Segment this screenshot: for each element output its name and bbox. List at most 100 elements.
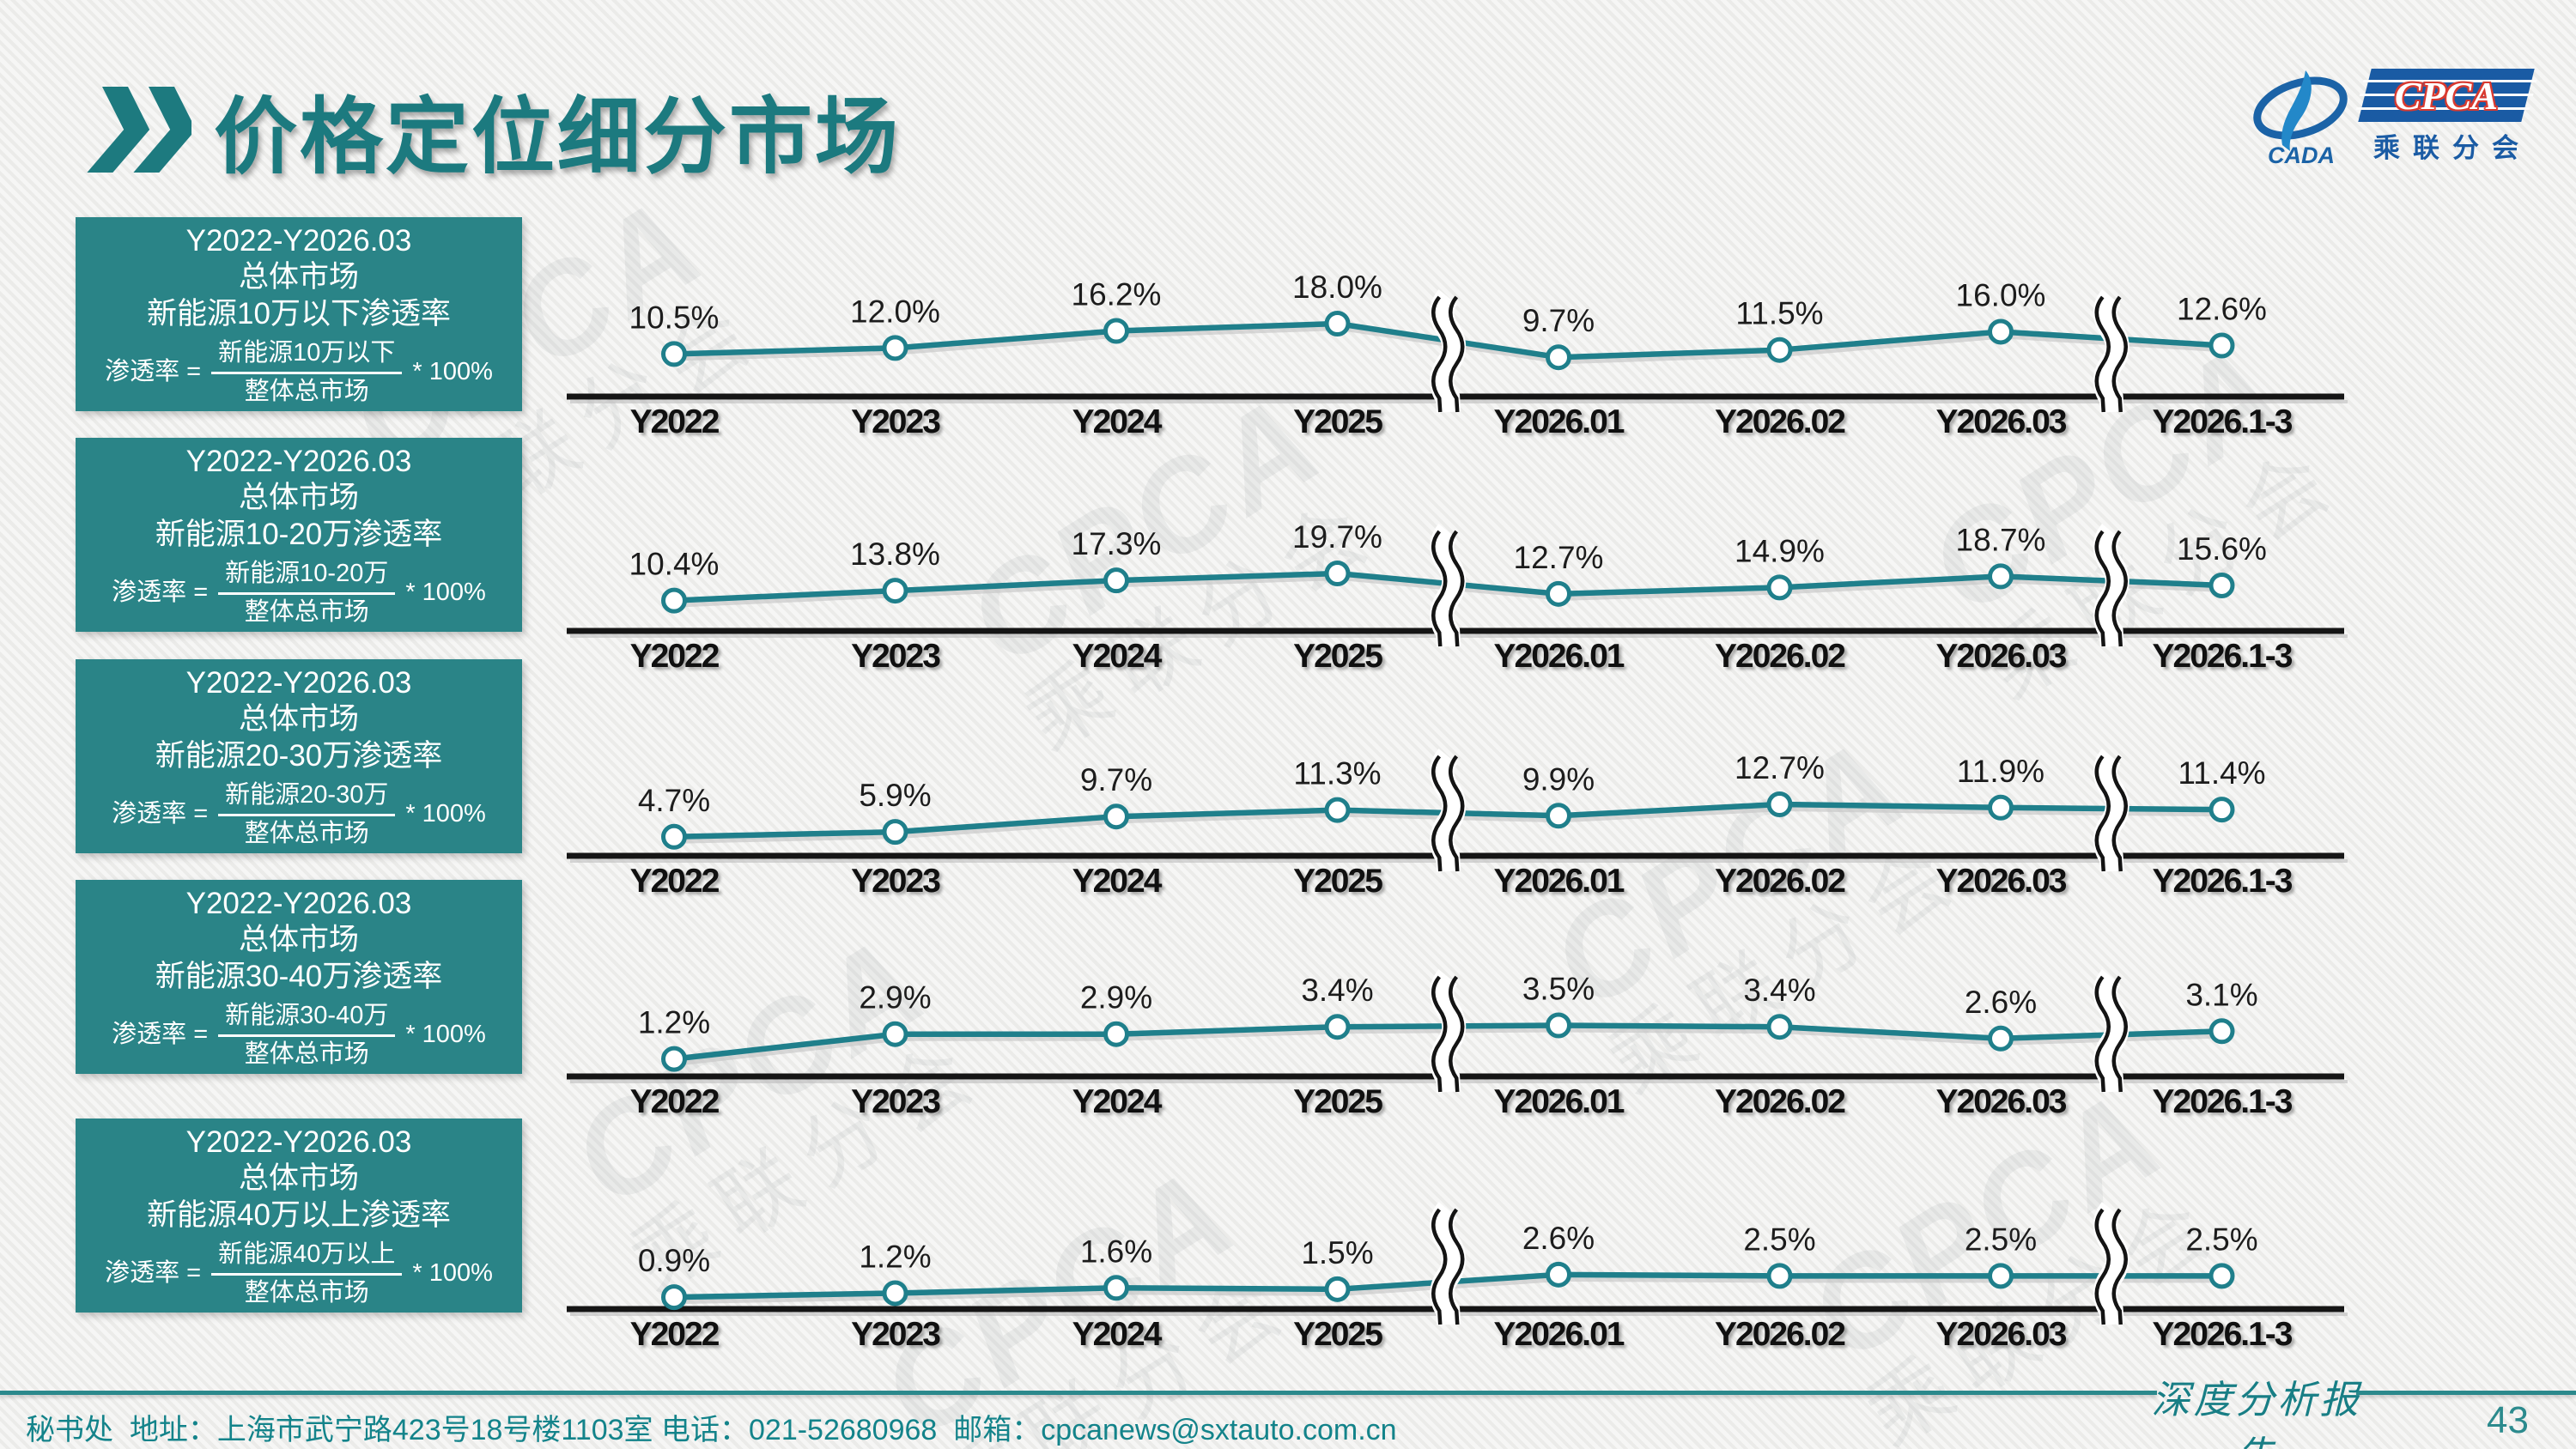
- data-label: 14.9%: [1735, 533, 1825, 568]
- report-label: 深度分析报告: [2151, 1377, 2362, 1449]
- data-point-marker: [2208, 332, 2235, 359]
- axis-break-icon: [2093, 1202, 2129, 1325]
- data-point-marker: [1988, 1263, 2014, 1289]
- data-label: 13.8%: [850, 537, 940, 572]
- data-label: 16.0%: [1956, 277, 2046, 312]
- x-axis-label: Y2026.02: [1715, 1316, 1845, 1353]
- data-point-marker: [1546, 803, 1571, 829]
- data-point-marker: [1546, 580, 1571, 607]
- cpca-banner: CPCA: [2355, 69, 2537, 122]
- formula-denominator: 整体总市场: [244, 1278, 369, 1307]
- info-box-metric: 新能源20-30万渗透率: [155, 738, 443, 773]
- data-label: 5.9%: [859, 778, 931, 813]
- formula-lhs: 渗透率 =: [105, 1259, 202, 1288]
- formula-fraction: 新能源40万以上 整体总市场: [211, 1240, 403, 1307]
- cada-logo-text: CADA: [2268, 142, 2335, 168]
- formula-denominator: 整体总市场: [244, 377, 369, 405]
- axis-break-icon: [2093, 289, 2129, 413]
- data-label: 10.4%: [629, 547, 720, 582]
- x-axis-label: Y2025: [1293, 863, 1382, 900]
- x-axis-label: Y2024: [1072, 863, 1163, 900]
- formula-lhs: 渗透率 =: [112, 579, 209, 607]
- data-label: 12.7%: [1514, 540, 1604, 575]
- data-label: 18.7%: [1956, 522, 2046, 557]
- info-box-period: Y2022-Y2026.03: [185, 886, 412, 920]
- penetration-formula: 渗透率 = 新能源40万以上 整体总市场 * 100%: [76, 1240, 522, 1307]
- data-label: 11.4%: [2178, 755, 2265, 791]
- data-label: 12.7%: [1735, 750, 1825, 785]
- formula-numerator: 新能源10万以下: [211, 339, 403, 374]
- data-point-marker: [661, 1046, 687, 1072]
- formula-multiplier: * 100%: [405, 579, 486, 607]
- footer-rule-left: [0, 1391, 2157, 1395]
- axis-break-icon: [2093, 969, 2129, 1093]
- axis-break-icon: [1430, 749, 1467, 872]
- data-label: 19.7%: [1292, 519, 1382, 555]
- info-box-metric: 新能源10-20万渗透率: [155, 517, 443, 551]
- data-label: 2.6%: [1522, 1221, 1595, 1256]
- data-label: 3.1%: [2185, 977, 2257, 1012]
- axis-break-icon: [1430, 1202, 1467, 1325]
- info-box: Y2022-Y2026.03 总体市场 新能源10-20万渗透率 渗透率 = 新…: [76, 438, 522, 632]
- data-point-marker: [1988, 794, 2014, 821]
- data-point-marker: [1324, 797, 1351, 823]
- data-label: 1.2%: [638, 1005, 710, 1040]
- data-label: 4.7%: [638, 783, 710, 818]
- data-point-marker: [661, 341, 687, 367]
- data-point-marker: [661, 1284, 687, 1311]
- penetration-line-chart: 4.7% 5.9% 9.7% 11.3% 9.9% 12.7% 11.9% 11.4% Y202…: [567, 749, 2348, 900]
- data-point-marker: [1766, 574, 1793, 601]
- x-axis-label: Y2026.03: [1936, 1083, 2067, 1120]
- data-label: 3.5%: [1522, 972, 1595, 1007]
- data-point-marker: [1103, 318, 1129, 344]
- data-label: 2.5%: [2185, 1222, 2257, 1257]
- data-label: 11.5%: [1735, 296, 1823, 331]
- formula-lhs: 渗透率 =: [105, 358, 202, 386]
- info-box-market: 总体市场: [238, 923, 359, 957]
- footer-contact: 秘书处 地址：上海市武宁路423号18号楼1103室 电话：021-526809…: [26, 1414, 1397, 1446]
- penetration-formula: 渗透率 = 新能源10-20万 整体总市场 * 100%: [76, 560, 522, 627]
- data-point-marker: [882, 819, 908, 846]
- x-axis-label: Y2024: [1072, 403, 1163, 440]
- formula-fraction: 新能源10万以下 整体总市场: [211, 339, 403, 406]
- formula-numerator: 新能源40万以上: [211, 1240, 403, 1276]
- x-axis-label: Y2026.03: [1936, 638, 2067, 675]
- page-title: 价格定位细分市场: [214, 90, 901, 184]
- formula-numerator: 新能源30-40万: [218, 1002, 396, 1037]
- info-box-metric: 新能源30-40万渗透率: [155, 959, 443, 993]
- x-axis-label: Y2026.01: [1494, 1316, 1625, 1353]
- axis-break-icon: [1430, 289, 1467, 413]
- penetration-line-chart: 10.4% 13.8% 17.3% 19.7% 12.7% 14.9% 18.7% 15.6%…: [567, 519, 2348, 675]
- x-axis-label: Y2025: [1293, 1083, 1382, 1120]
- x-axis-label: Y2025: [1293, 1316, 1382, 1353]
- info-box-metric: 新能源40万以上渗透率: [147, 1197, 451, 1232]
- data-point-marker: [1103, 803, 1129, 830]
- formula-multiplier: * 100%: [405, 800, 486, 828]
- formula-fraction: 新能源10-20万 整体总市场: [218, 560, 396, 627]
- data-point-marker: [1766, 336, 1793, 363]
- x-axis-label: Y2026.01: [1494, 863, 1625, 900]
- cpca-logo-text: CPCA: [2394, 73, 2498, 118]
- data-label: 2.9%: [859, 980, 931, 1016]
- x-axis-label: Y2023: [851, 1316, 940, 1353]
- x-axis-label: Y2026.03: [1936, 403, 2067, 440]
- data-label: 1.5%: [1301, 1235, 1373, 1270]
- info-box-market: 总体市场: [238, 260, 359, 294]
- penetration-formula: 渗透率 = 新能源20-30万 整体总市场 * 100%: [76, 781, 522, 848]
- info-box-period: Y2022-Y2026.03: [185, 223, 412, 258]
- data-point-marker: [1766, 791, 1793, 818]
- x-axis-label: Y2025: [1293, 403, 1382, 440]
- data-label: 2.9%: [1080, 980, 1152, 1016]
- x-axis-label: Y2026.02: [1715, 638, 1845, 675]
- data-label: 1.2%: [859, 1239, 931, 1274]
- data-label: 1.6%: [1080, 1234, 1152, 1269]
- data-point-marker: [1988, 563, 2014, 590]
- data-label: 18.0%: [1292, 270, 1382, 305]
- info-box-metric: 新能源10万以下渗透率: [147, 296, 451, 330]
- page-number: 43: [2487, 1399, 2529, 1441]
- data-label: 12.6%: [2177, 292, 2267, 327]
- data-label: 9.7%: [1522, 303, 1595, 338]
- info-box-market: 总体市场: [238, 702, 359, 737]
- x-axis-label: Y2026.01: [1494, 638, 1625, 675]
